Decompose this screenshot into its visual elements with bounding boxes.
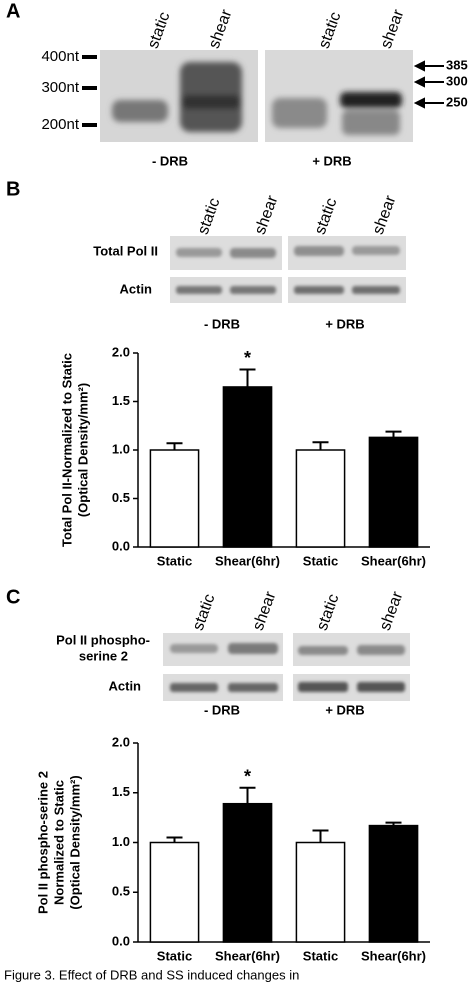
lane-label: shear (252, 193, 282, 237)
x-tick-label: Static (157, 948, 192, 963)
lane-label: static (314, 592, 343, 633)
lane-label: shear (250, 589, 280, 633)
blot-image (163, 633, 410, 701)
panel-label: A (6, 0, 20, 22)
blot-image (170, 236, 406, 303)
size-marker: 200nt (41, 116, 79, 133)
panel-label: B (6, 178, 20, 200)
lane-label: shear (370, 193, 400, 237)
lane-label: shear (378, 7, 408, 51)
row-label: Actin (109, 678, 142, 693)
y-tick-label: 2.0 (112, 734, 130, 749)
lane-label: shear (377, 589, 407, 633)
caption: Figure 3. Effect of DRB and SS induced c… (4, 967, 299, 982)
error-bar (239, 786, 256, 804)
bar (368, 824, 419, 943)
group-label: - DRB (204, 316, 240, 331)
error-bar (385, 821, 402, 826)
y-axis-label: (Optical Density/mm²) (67, 775, 82, 909)
size-marker: 400nt (41, 48, 79, 65)
size-marker: 300 (446, 73, 468, 88)
x-tick-label: Shear(6hr) (215, 553, 280, 568)
row-label: serine 2 (79, 648, 128, 663)
y-axis-label: Normalized to Static (51, 780, 66, 905)
panel-label: C (6, 586, 20, 608)
lane-label: static (190, 592, 219, 633)
lane-label: static (195, 196, 224, 237)
x-tick-label: Shear(6hr) (361, 553, 426, 568)
gel-image (100, 50, 413, 142)
group-label: + DRB (312, 153, 351, 168)
error-bar (166, 442, 183, 450)
bar (149, 841, 200, 943)
y-tick-label: 1.0 (112, 834, 130, 849)
annotation: * (244, 767, 251, 787)
error-bar (239, 368, 256, 387)
bar (222, 386, 273, 548)
y-axis-label: Total Pol II-Normalized to Static (59, 353, 74, 547)
y-axis-label: Pol II phospho-serine 2 (35, 771, 50, 914)
y-axis-label: (Optical Density/mm²) (75, 383, 90, 517)
y-tick-label: 1.0 (112, 441, 130, 456)
lane-label: static (316, 10, 345, 51)
y-tick-label: 0.5 (112, 884, 130, 899)
group-label: - DRB (152, 153, 188, 168)
x-tick-label: Shear(6hr) (361, 948, 426, 963)
error-bar (166, 836, 183, 843)
y-tick-label: 2.0 (112, 344, 130, 359)
x-tick-label: Shear(6hr) (215, 948, 280, 963)
x-tick-label: Static (157, 553, 192, 568)
group-label: + DRB (325, 316, 364, 331)
row-label: Actin (120, 281, 153, 296)
y-tick-label: 1.5 (112, 393, 130, 408)
marker-dash (82, 55, 97, 127)
x-tick-label: Static (303, 553, 338, 568)
y-tick-label: 0.0 (112, 933, 130, 948)
lane-label: shear (206, 7, 236, 51)
lane-label: static (145, 10, 174, 51)
bar (222, 802, 273, 943)
bar (149, 449, 200, 548)
group-label: + DRB (325, 702, 364, 717)
y-tick-label: 0.5 (112, 490, 130, 505)
y-tick-label: 1.5 (112, 784, 130, 799)
x-tick-label: Static (303, 948, 338, 963)
size-marker: 300nt (41, 79, 79, 96)
bar (295, 841, 346, 943)
row-label: Pol II phospho- (56, 632, 150, 647)
error-bar (385, 430, 402, 438)
marker-arrow (413, 60, 444, 109)
row-label: Total Pol II (93, 243, 158, 258)
lane-label: static (312, 196, 341, 237)
size-marker: 385 (446, 57, 468, 72)
size-marker: 250 (446, 94, 468, 109)
annotation: * (244, 348, 251, 368)
bar (368, 436, 419, 548)
error-bar (312, 441, 329, 450)
error-bar (312, 829, 329, 843)
bar (295, 449, 346, 548)
y-tick-label: 0.0 (112, 538, 130, 553)
group-label: - DRB (204, 702, 240, 717)
